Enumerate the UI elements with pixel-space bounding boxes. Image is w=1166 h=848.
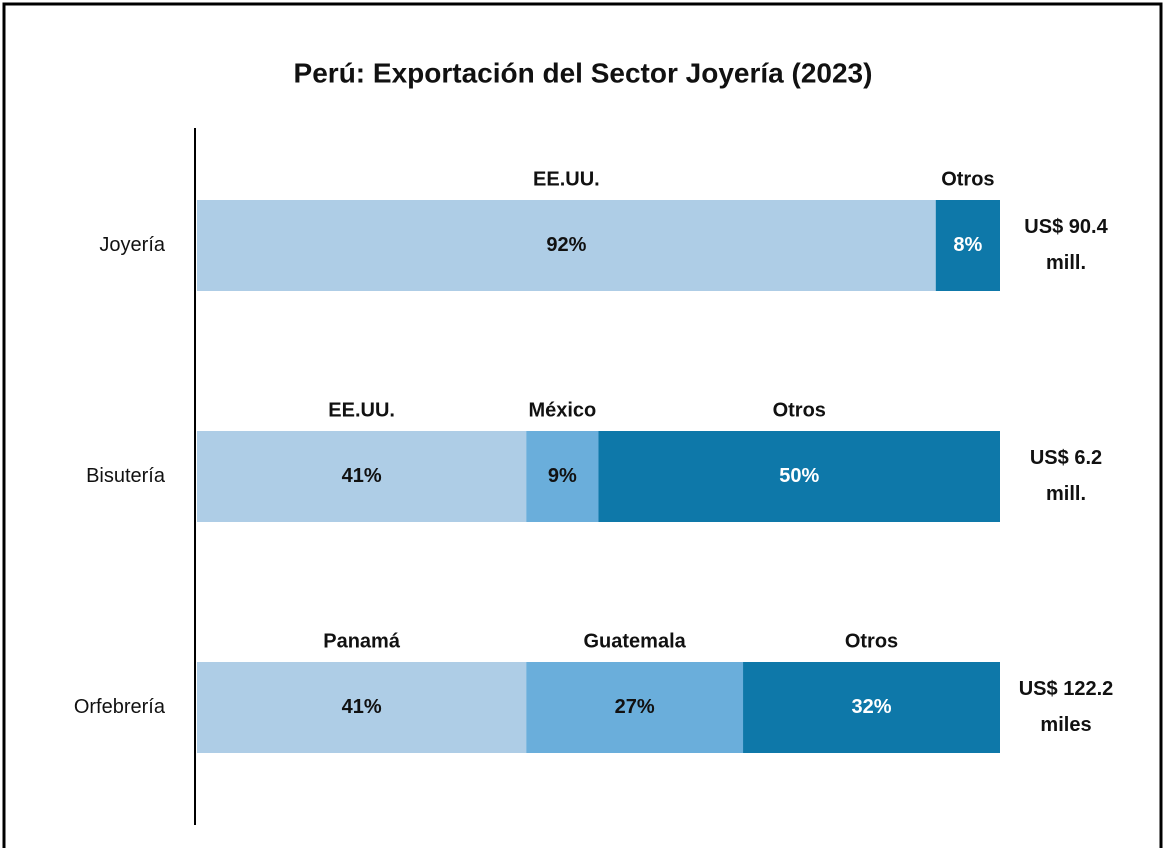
total-label: mill. bbox=[1046, 252, 1086, 274]
segment-name: Panamá bbox=[323, 630, 401, 652]
value-label: 9% bbox=[548, 465, 577, 487]
bar-segment bbox=[197, 662, 527, 753]
bar-segment bbox=[197, 200, 936, 291]
value-label: 92% bbox=[546, 234, 586, 256]
segment-name: Otros bbox=[773, 399, 826, 421]
bar-segment bbox=[526, 431, 599, 522]
total-label: miles bbox=[1040, 714, 1091, 736]
segment-name: EE.UU. bbox=[328, 399, 395, 421]
segment-name: Otros bbox=[845, 630, 898, 652]
category-label: Orfebrería bbox=[74, 696, 166, 718]
total-label: mill. bbox=[1046, 483, 1086, 505]
category-label: Bisutería bbox=[86, 465, 166, 487]
value-label: 41% bbox=[342, 696, 382, 718]
segment-name: Otros bbox=[941, 168, 994, 190]
bar-segment bbox=[598, 431, 1000, 522]
total-label: US$ 122.2 bbox=[1019, 678, 1114, 700]
value-label: 27% bbox=[615, 696, 655, 718]
bar-segment bbox=[935, 200, 1000, 291]
total-label: US$ 90.4 bbox=[1024, 216, 1108, 238]
total-label: US$ 6.2 bbox=[1030, 447, 1102, 469]
value-label: 41% bbox=[342, 465, 382, 487]
bar-segment bbox=[743, 662, 1000, 753]
bar-segment bbox=[197, 431, 527, 522]
bar-segment bbox=[526, 662, 744, 753]
value-label: 32% bbox=[852, 696, 892, 718]
category-label: Joyería bbox=[99, 234, 165, 256]
segment-name: EE.UU. bbox=[533, 168, 600, 190]
chart-title: Perú: Exportación del Sector Joyería (20… bbox=[294, 57, 873, 88]
segment-name: Guatemala bbox=[584, 630, 687, 652]
value-label: 8% bbox=[953, 234, 982, 256]
value-label: 50% bbox=[779, 465, 819, 487]
segment-name: México bbox=[528, 399, 596, 421]
